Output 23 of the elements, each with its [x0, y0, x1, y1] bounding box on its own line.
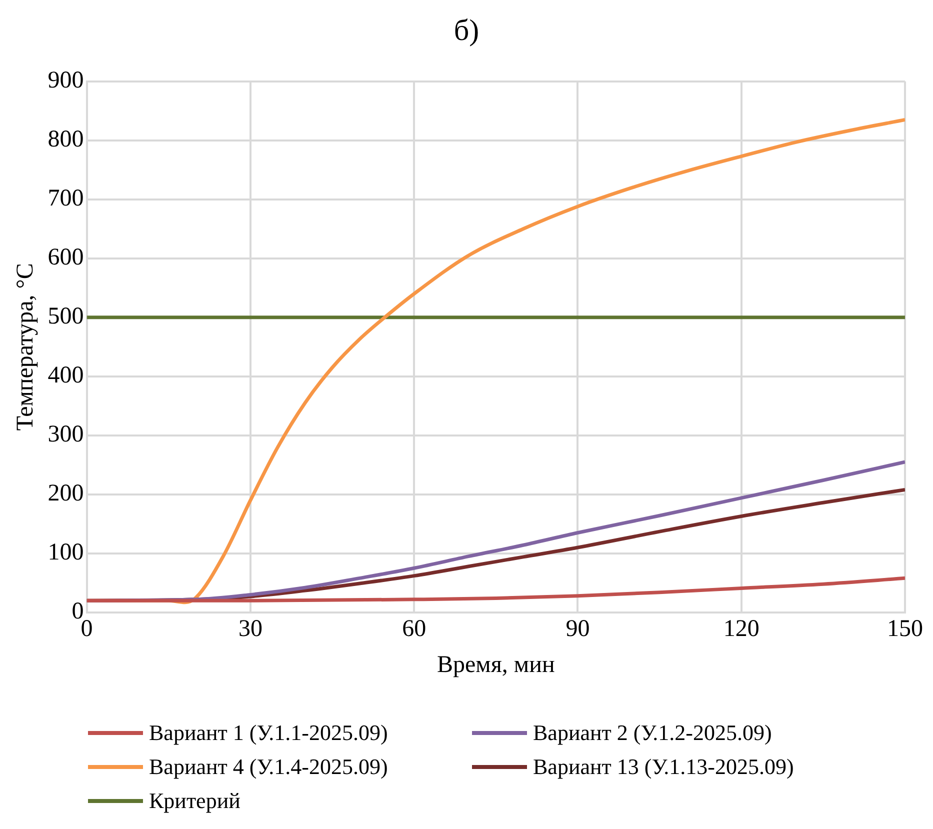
y-tick-label: 500 [48, 304, 84, 330]
y-tick-label: 700 [48, 186, 84, 212]
legend-label: Вариант 13 (У.1.13-2025.09) [533, 754, 794, 780]
x-tick-label: 120 [723, 616, 760, 642]
y-tick-label: 100 [48, 540, 84, 566]
y-tick-label: 800 [48, 126, 84, 153]
line-series [86, 576, 905, 602]
y-tick-label: 300 [48, 422, 84, 448]
y-tick-label: 200 [48, 480, 84, 507]
y-tick-label: 400 [48, 362, 84, 389]
chart-title: б) [452, 13, 480, 49]
y-tick-label: 600 [48, 244, 84, 271]
legend-label: Критерий [149, 788, 240, 814]
y-tick-label: 900 [48, 68, 84, 94]
x-tick-label: 60 [402, 616, 426, 642]
x-tick-label: 30 [238, 616, 262, 642]
legend-label: Вариант 4 (У.1.4-2025.09) [149, 754, 388, 780]
y-axis-title: Температура, °C [12, 263, 39, 431]
x-axis-title: Время, мин [437, 652, 555, 678]
legend-label: Вариант 1 (У.1.1-2025.09) [149, 720, 388, 746]
legend-label: Вариант 2 (У.1.2-2025.09) [533, 720, 772, 746]
x-tick-label: 90 [566, 616, 590, 642]
x-tick-label: 150 [887, 616, 923, 642]
